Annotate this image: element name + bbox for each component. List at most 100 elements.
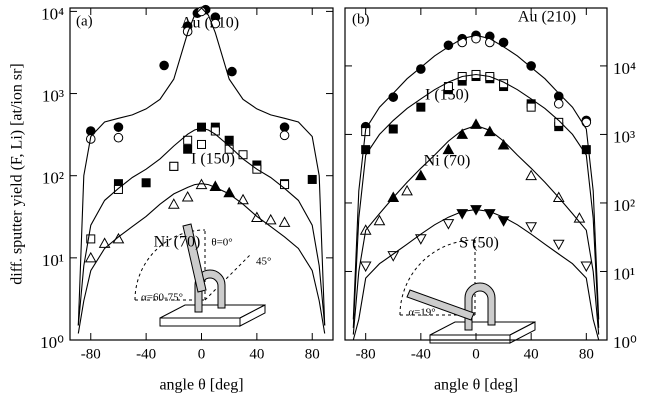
data-point xyxy=(484,37,495,48)
data-point xyxy=(280,180,290,190)
x-axis-label: angle θ [deg] xyxy=(434,377,518,394)
inset-label: 45° xyxy=(256,256,271,268)
data-point xyxy=(224,135,234,145)
data-point xyxy=(388,92,399,102)
panel: -80 -40 0 40 80 10⁰ 10¹ 10² 10³ 10⁴ angle θ [deg] (… xyxy=(344,7,637,394)
fit-curve xyxy=(77,183,326,334)
data-point xyxy=(210,126,220,136)
data-point xyxy=(227,66,237,77)
y-tick-label: 10¹ xyxy=(613,264,635,283)
data-point xyxy=(183,135,193,145)
data-point xyxy=(497,139,510,150)
data-point xyxy=(197,122,206,132)
data-point xyxy=(159,60,169,71)
data-point xyxy=(183,144,193,154)
x-tick-label: -80 xyxy=(81,346,101,362)
y-tick-label: 10³ xyxy=(42,86,64,105)
data-point xyxy=(167,198,180,209)
data-point xyxy=(414,169,427,181)
data-point xyxy=(526,102,536,112)
data-point xyxy=(525,169,538,181)
inset-label: α=60-75° xyxy=(141,292,183,304)
data-point xyxy=(197,139,206,149)
x-tick-label: -40 xyxy=(411,346,431,362)
y-tick-label: 10² xyxy=(613,196,635,215)
x-axis-label: angle θ [deg] xyxy=(159,377,243,394)
series-annotation: Au (210) xyxy=(181,15,239,32)
data-point xyxy=(581,117,592,128)
panel-label: (a) xyxy=(76,13,93,29)
data-point xyxy=(552,239,565,251)
series-annotation: Ni (70) xyxy=(154,234,201,251)
data-point xyxy=(416,64,426,74)
data-point xyxy=(84,251,97,263)
fit-curve xyxy=(77,7,326,326)
data-point xyxy=(181,190,194,202)
data-point xyxy=(238,150,248,160)
data-point xyxy=(141,178,151,188)
data-point xyxy=(113,122,124,132)
data-point xyxy=(442,143,455,155)
data-point xyxy=(483,125,496,137)
x-tick-label: 0 xyxy=(198,346,206,362)
data-point xyxy=(359,261,372,273)
data-point xyxy=(113,184,123,194)
y-tick-label: 10¹ xyxy=(42,251,64,270)
data-point xyxy=(237,193,249,205)
series-annotation: S (50) xyxy=(459,235,499,252)
series-annotation: I (150) xyxy=(191,151,235,168)
data-point xyxy=(388,124,398,134)
data-point xyxy=(553,98,564,109)
data-point xyxy=(98,237,111,248)
y-tick-label: 10⁰ xyxy=(40,333,64,352)
inset-label: θ=0° xyxy=(211,237,232,249)
data-point xyxy=(483,209,496,220)
data-point xyxy=(526,61,536,71)
data-point xyxy=(264,213,277,225)
fit-curve xyxy=(352,209,600,341)
y-tick-label: 10⁴ xyxy=(613,59,636,78)
x-tick-label: 0 xyxy=(472,346,480,362)
series-annotation: Au (210) xyxy=(518,9,576,26)
data-point xyxy=(442,219,455,230)
x-tick-label: 80 xyxy=(579,346,594,362)
data-point xyxy=(401,184,413,196)
data-point xyxy=(457,37,468,48)
data-point xyxy=(373,214,386,226)
data-point xyxy=(525,222,538,233)
data-point xyxy=(210,18,221,29)
series-annotation: I (150) xyxy=(425,87,469,104)
data-point xyxy=(580,261,593,273)
panel: -80 -40 0 40 80 10⁰ 10¹ 10² 10³ 10⁴ angle θ [deg] (… xyxy=(40,4,334,394)
data-point xyxy=(196,6,207,17)
inset-diagram-b xyxy=(399,239,536,344)
data-point xyxy=(279,122,290,132)
series-annotation: Ni (70) xyxy=(424,153,471,170)
fit-curve xyxy=(352,34,600,320)
fit-curve xyxy=(77,127,326,326)
inset-diagram-a xyxy=(134,223,266,327)
data-point xyxy=(456,128,469,139)
data-point xyxy=(279,130,290,141)
x-tick-label: -80 xyxy=(356,346,376,362)
fit-curve xyxy=(352,73,600,328)
y-tick-label: 10³ xyxy=(613,127,635,146)
data-point xyxy=(278,216,291,227)
x-tick-label: -40 xyxy=(136,346,156,362)
fit-curve xyxy=(352,124,600,335)
x-tick-label: 40 xyxy=(249,346,264,362)
data-point xyxy=(554,117,564,127)
data-point xyxy=(307,174,317,184)
data-point xyxy=(169,161,179,171)
data-point xyxy=(86,234,96,244)
data-point xyxy=(471,33,481,44)
x-tick-label: 40 xyxy=(524,346,539,362)
x-tick-label: 80 xyxy=(305,346,320,362)
data-point xyxy=(113,132,124,143)
data-point xyxy=(443,40,454,51)
data-point xyxy=(497,216,510,227)
data-point xyxy=(416,102,426,112)
y-tick-label: 10² xyxy=(42,169,64,188)
panel-label: (b) xyxy=(352,11,370,27)
